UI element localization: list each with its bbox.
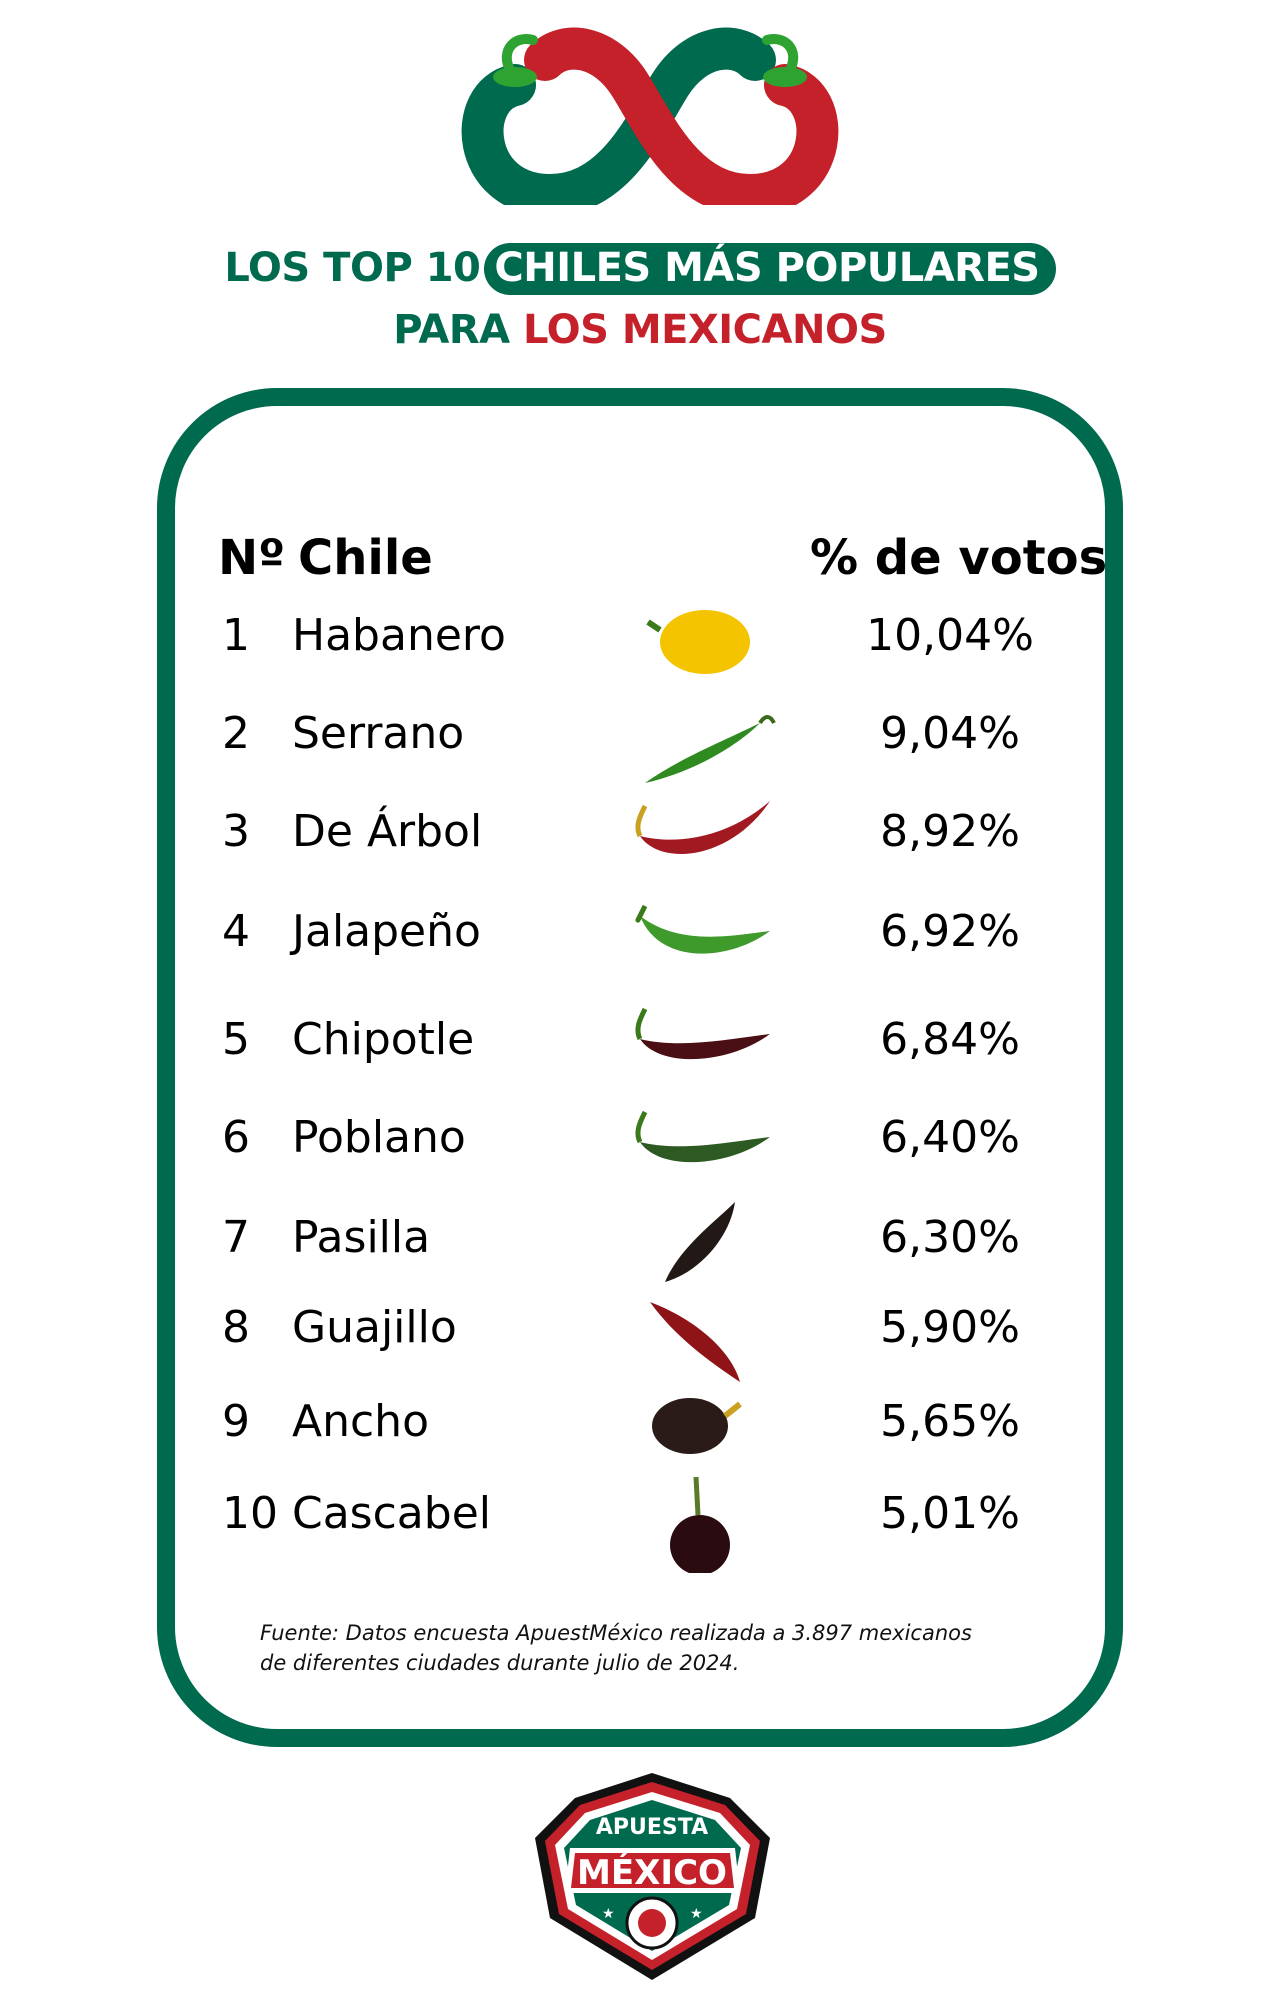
chile-name: Cascabel	[292, 1488, 491, 1539]
rank-number: 6	[222, 1112, 250, 1163]
source-line-1: Fuente: Datos encuesta ApuestMéxico real…	[260, 1621, 972, 1645]
vote-percentage: 10,04%	[866, 610, 1034, 661]
source-line-2: de diferentes ciudades durante julio de …	[260, 1651, 740, 1675]
vote-percentage: 6,30%	[880, 1212, 1020, 1263]
ranking-row: 2 Serrano 9,04%	[0, 708, 1280, 798]
rank-number: 3	[222, 806, 250, 857]
rank-number: 4	[222, 906, 250, 957]
cascabel-pepper-icon	[670, 1476, 730, 1573]
ranking-row: 3 De Árbol 8,92%	[0, 801, 1280, 896]
poblano-pepper-icon	[635, 1110, 770, 1163]
chile-name: Jalapeño	[292, 906, 481, 957]
svg-text:★: ★	[602, 1906, 615, 1922]
ranking-row: 10 Cascabel 5,01%	[0, 1476, 1280, 1578]
vote-percentage: 6,84%	[880, 1014, 1020, 1065]
ranking-row: 1 Habanero 10,04%	[0, 610, 1280, 700]
rank-number: 8	[222, 1302, 250, 1353]
arbol-pepper-icon	[635, 801, 770, 854]
ranking-row: 9 Ancho 5,65%	[0, 1396, 1280, 1486]
rank-number: 5	[222, 1014, 250, 1065]
title-line-2: PARA LOS MEXICANOS	[0, 307, 1280, 353]
header-number: Nº	[218, 530, 286, 586]
jalapeno-pepper-icon	[635, 904, 770, 954]
vote-percentage: 5,01%	[880, 1488, 1020, 1539]
title-highlight-red: LOS MEXICANOS	[523, 307, 887, 353]
header-chile: Chile	[298, 530, 433, 586]
chile-name: Ancho	[292, 1396, 429, 1447]
chile-name: Chipotle	[292, 1014, 475, 1065]
ranking-row: 8 Guajillo 5,90%	[0, 1302, 1280, 1392]
vote-percentage: 6,40%	[880, 1112, 1020, 1163]
header-votes: % de votos	[810, 530, 1108, 586]
apuesta-mexico-logo: APUESTA MÉXICO ★ ★	[535, 1773, 770, 1980]
vote-percentage: 9,04%	[880, 708, 1020, 759]
chile-name: De Árbol	[292, 806, 483, 857]
chile-name: Serrano	[292, 708, 465, 759]
vote-percentage: 8,92%	[880, 806, 1020, 857]
serrano-pepper-icon	[645, 715, 776, 783]
ranking-row: 7 Pasilla 6,30%	[0, 1202, 1280, 1302]
title-prefix: LOS TOP 10	[224, 245, 481, 291]
chile-name: Habanero	[292, 610, 506, 661]
ancho-pepper-icon	[652, 1398, 742, 1454]
chile-name: Pasilla	[292, 1212, 431, 1263]
vote-percentage: 5,90%	[880, 1302, 1020, 1353]
ranking-card	[157, 388, 1123, 1747]
chipotle-pepper-icon	[635, 1007, 770, 1060]
rank-number: 10	[222, 1488, 278, 1539]
rank-number: 2	[222, 708, 250, 759]
habanero-pepper-icon	[646, 610, 750, 674]
rank-number: 7	[222, 1212, 250, 1263]
source-note: Fuente: Datos encuesta ApuestMéxico real…	[260, 1618, 1060, 1678]
vote-percentage: 6,92%	[880, 906, 1020, 957]
title-line-1: LOS TOP 10 CHILES MÁS POPULARES	[0, 243, 1280, 295]
pasilla-pepper-icon	[665, 1202, 735, 1282]
ranking-row: 5 Chipotle 6,84%	[0, 1007, 1280, 1104]
svg-text:APUESTA: APUESTA	[596, 1815, 708, 1840]
title-prefix-2: PARA	[393, 307, 510, 353]
title-highlight-pill: CHILES MÁS POPULARES	[484, 243, 1056, 295]
chile-name: Guajillo	[292, 1302, 457, 1353]
svg-text:★: ★	[690, 1906, 703, 1922]
infinity-chili-logo	[461, 27, 839, 205]
ranking-row: 4 Jalapeño 6,92%	[0, 904, 1280, 996]
svg-text:MÉXICO: MÉXICO	[577, 1852, 727, 1893]
rank-number: 1	[222, 610, 250, 661]
vote-percentage: 5,65%	[880, 1396, 1020, 1447]
rank-number: 9	[222, 1396, 250, 1447]
chile-name: Poblano	[292, 1112, 466, 1163]
ranking-row: 6 Poblano 6,40%	[0, 1110, 1280, 1202]
guajillo-pepper-icon	[650, 1302, 740, 1382]
